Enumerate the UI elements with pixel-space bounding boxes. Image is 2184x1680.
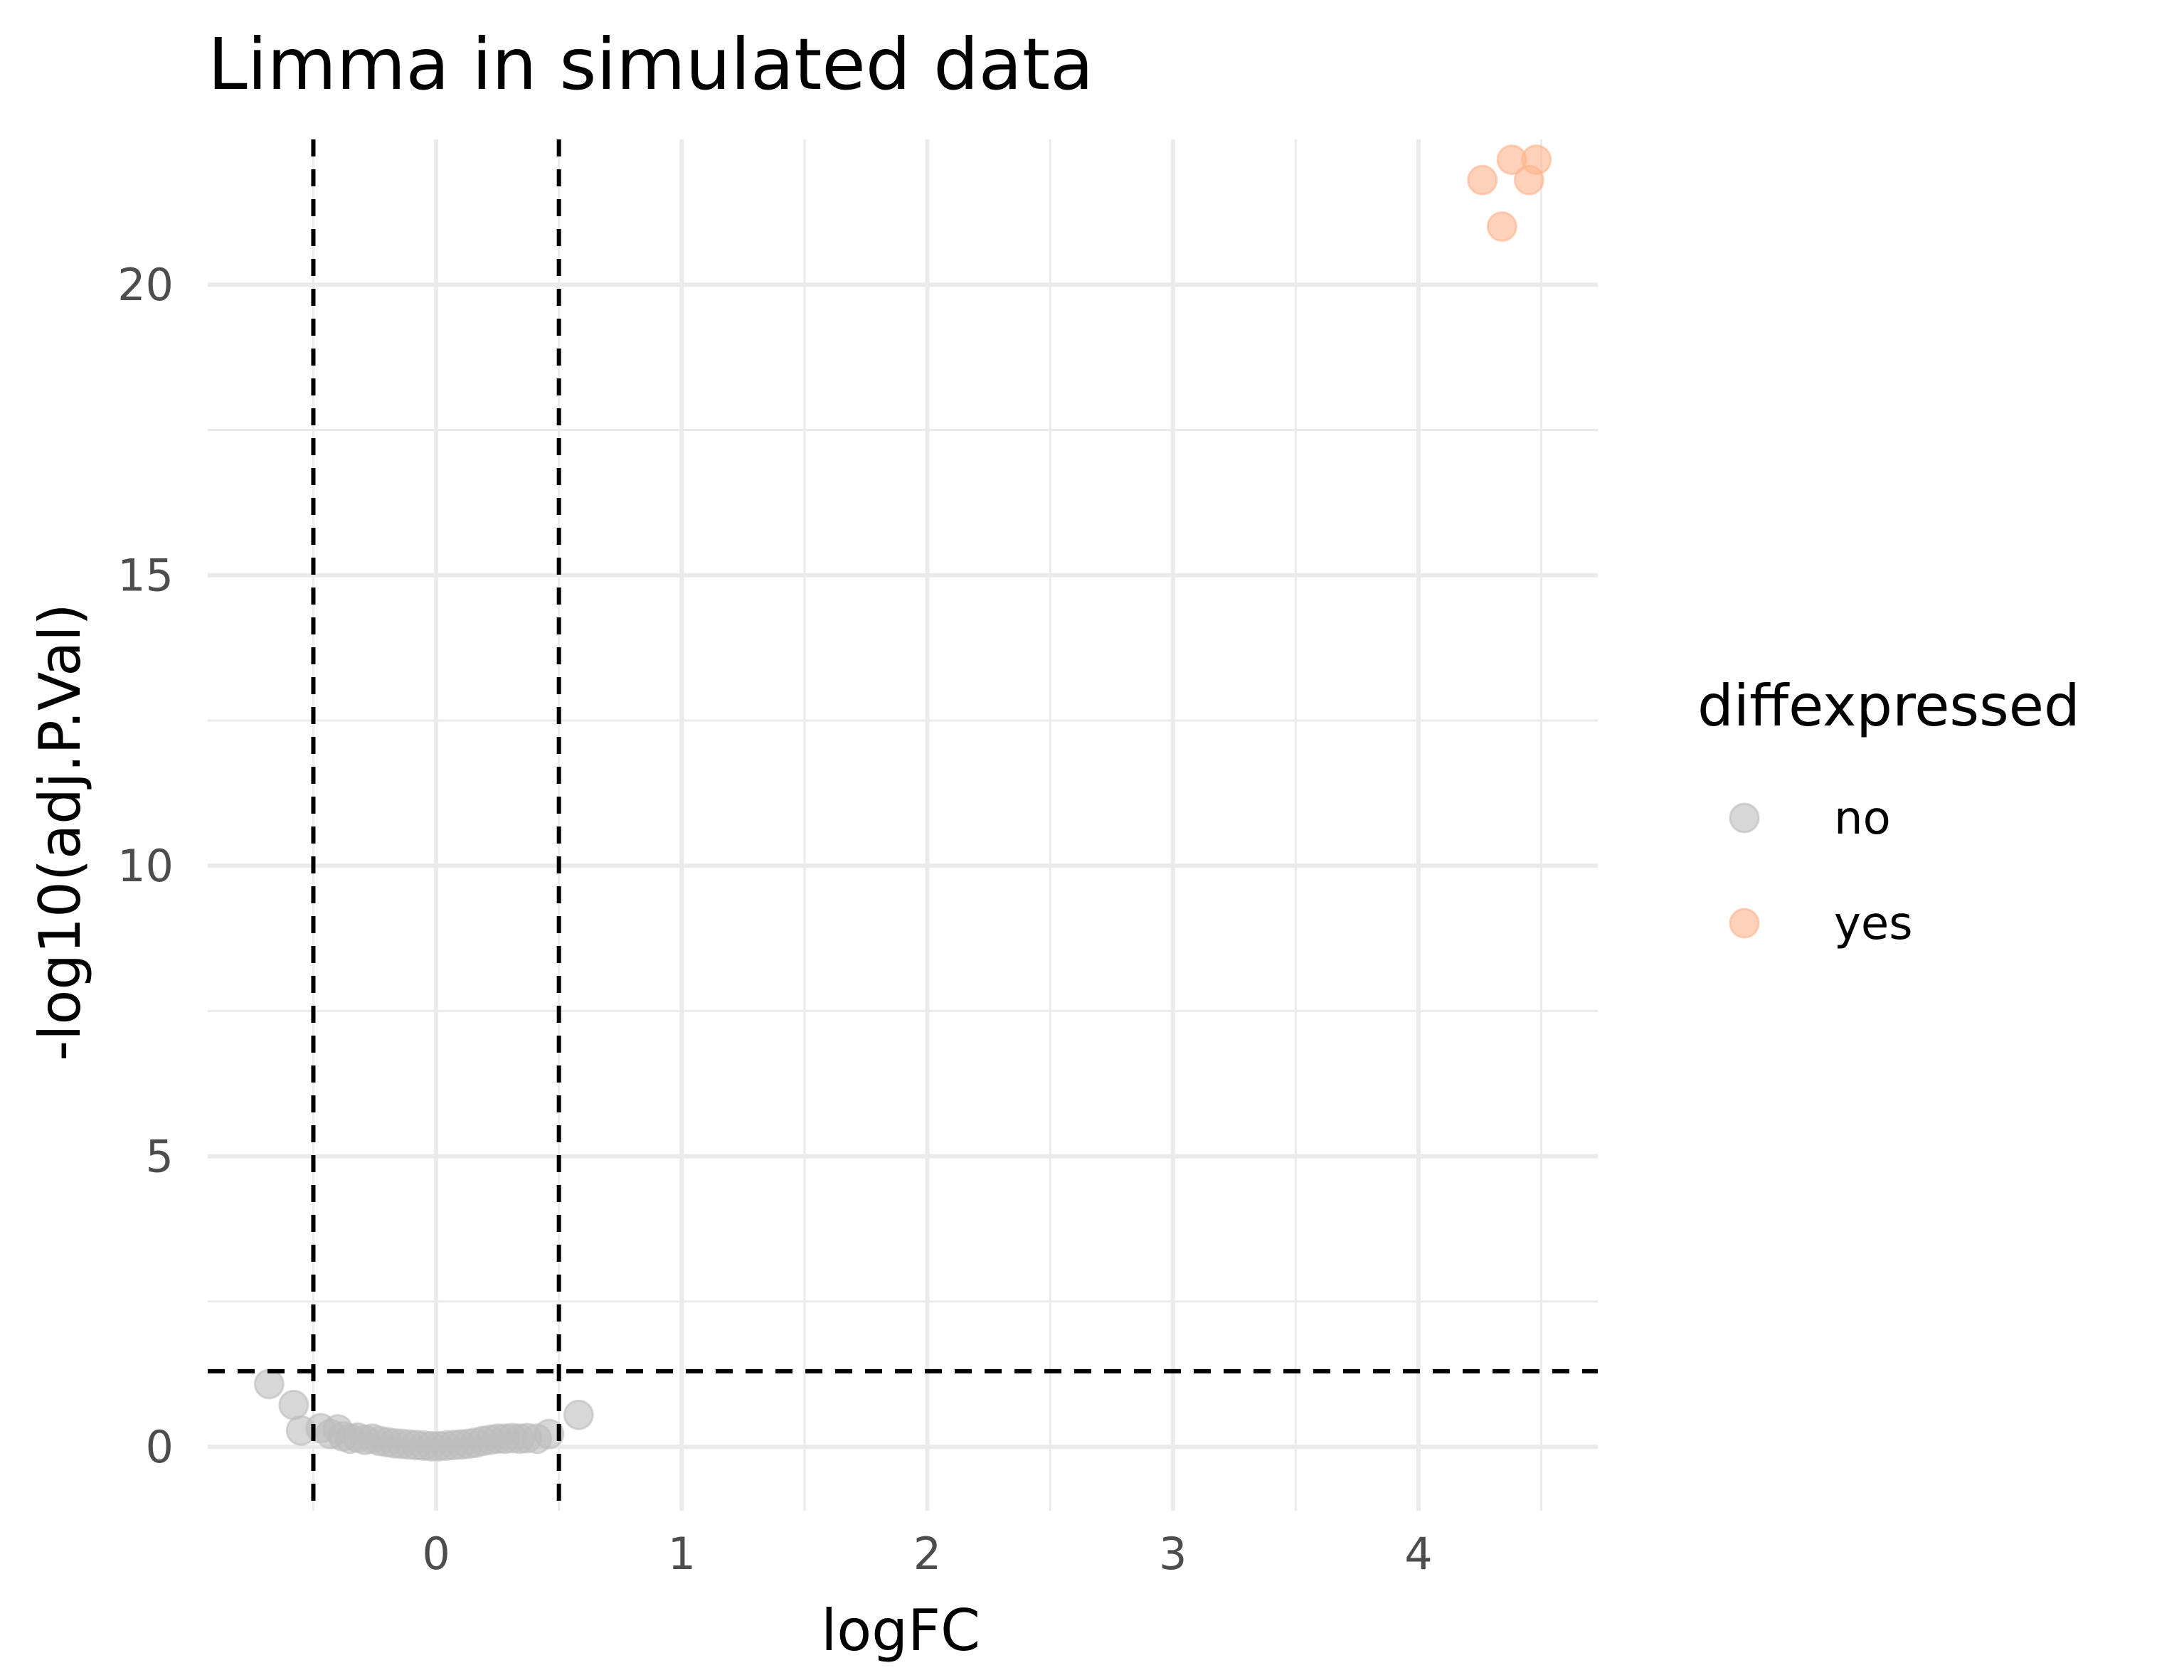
y-tick-label: 0 (146, 1421, 174, 1473)
point-yes (1467, 164, 1498, 196)
legend-label-yes: yes (1834, 898, 1913, 950)
legend: diffexpressed no yes (1697, 673, 2080, 950)
point-no (534, 1418, 565, 1450)
threshold-lines (208, 139, 1598, 1511)
point-yes (1521, 144, 1552, 176)
minor-gridlines (208, 139, 1598, 1511)
x-axis-title: logFC (821, 1597, 980, 1664)
chart-title: Limma in simulated data (208, 23, 1093, 106)
x-tick-label: 2 (913, 1528, 941, 1580)
y-tick-label: 15 (117, 550, 174, 602)
y-tick-label: 20 (117, 259, 174, 311)
point-no (253, 1368, 285, 1400)
x-tick-label: 3 (1159, 1528, 1187, 1580)
point-no (278, 1389, 309, 1420)
y-axis-title: -log10(adj.P.Val) (27, 603, 93, 1060)
y-tick-label: 5 (146, 1131, 174, 1183)
legend-marker-yes (1729, 908, 1760, 939)
y-tick-label: 10 (117, 840, 174, 892)
x-tick-label: 4 (1404, 1528, 1432, 1580)
point-yes (1486, 211, 1517, 243)
y-axis-tick-labels: 0 5 10 15 20 (117, 259, 174, 1473)
legend-label-no: no (1834, 792, 1891, 845)
legend-title: diffexpressed (1697, 673, 2080, 739)
x-tick-label: 0 (422, 1528, 450, 1580)
data-points (253, 144, 1552, 1462)
x-axis-tick-labels: 0 1 2 3 4 (422, 1528, 1432, 1580)
legend-marker-no (1729, 802, 1760, 834)
x-tick-label: 1 (668, 1528, 696, 1580)
point-no (563, 1399, 594, 1430)
